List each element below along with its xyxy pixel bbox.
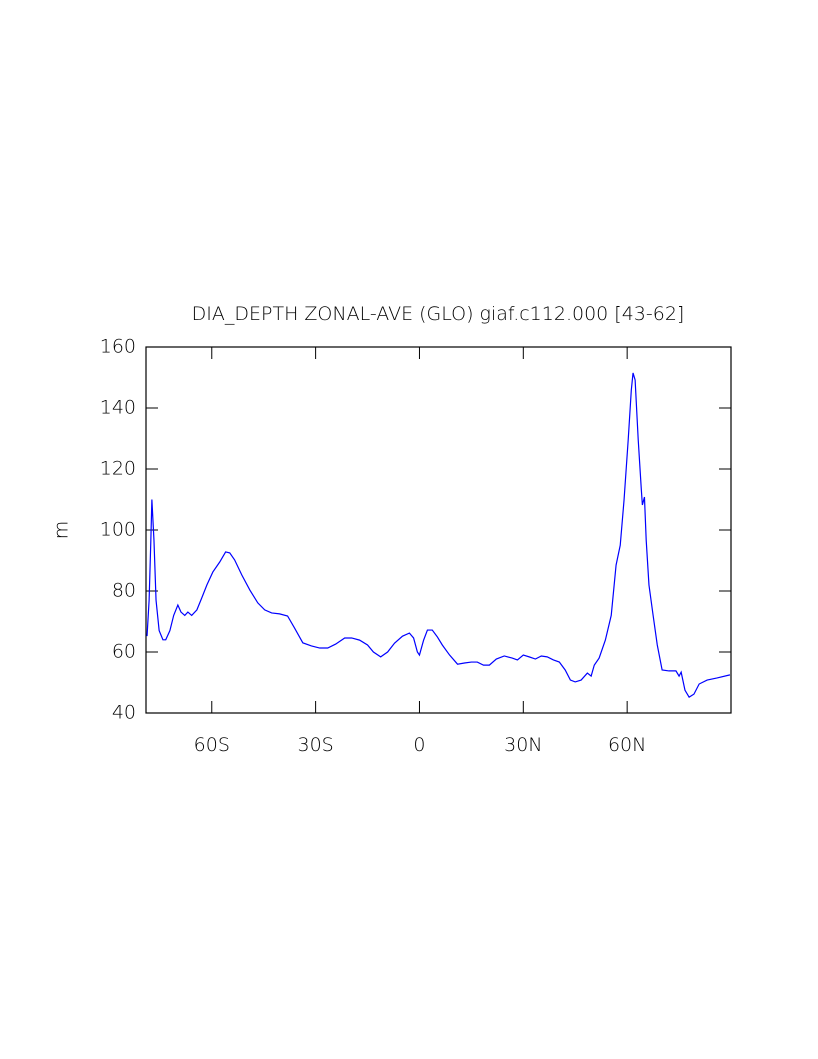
- x-tick-label: 30N: [504, 734, 542, 756]
- y-tick-label: 140: [100, 397, 136, 419]
- x-tick-label: 30S: [297, 734, 333, 756]
- plot-frame: [145, 346, 732, 714]
- y-tick-label: 100: [100, 519, 136, 541]
- y-tick-label: 40: [112, 702, 136, 724]
- x-tick-label: 60N: [608, 734, 646, 756]
- chart-title: DIA_DEPTH ZONAL-AVE (GLO) giaf.c112.000 …: [192, 303, 685, 325]
- y-tick-label: 120: [100, 458, 136, 480]
- x-tick-label: 0: [413, 734, 425, 756]
- y-tick-label: 80: [112, 580, 136, 602]
- y-tick-label: 160: [100, 336, 136, 358]
- data-line: [146, 372, 731, 698]
- x-tick-label: 60S: [194, 734, 230, 756]
- y-axis-label: m: [51, 521, 73, 540]
- y-tick-label: 60: [112, 641, 136, 663]
